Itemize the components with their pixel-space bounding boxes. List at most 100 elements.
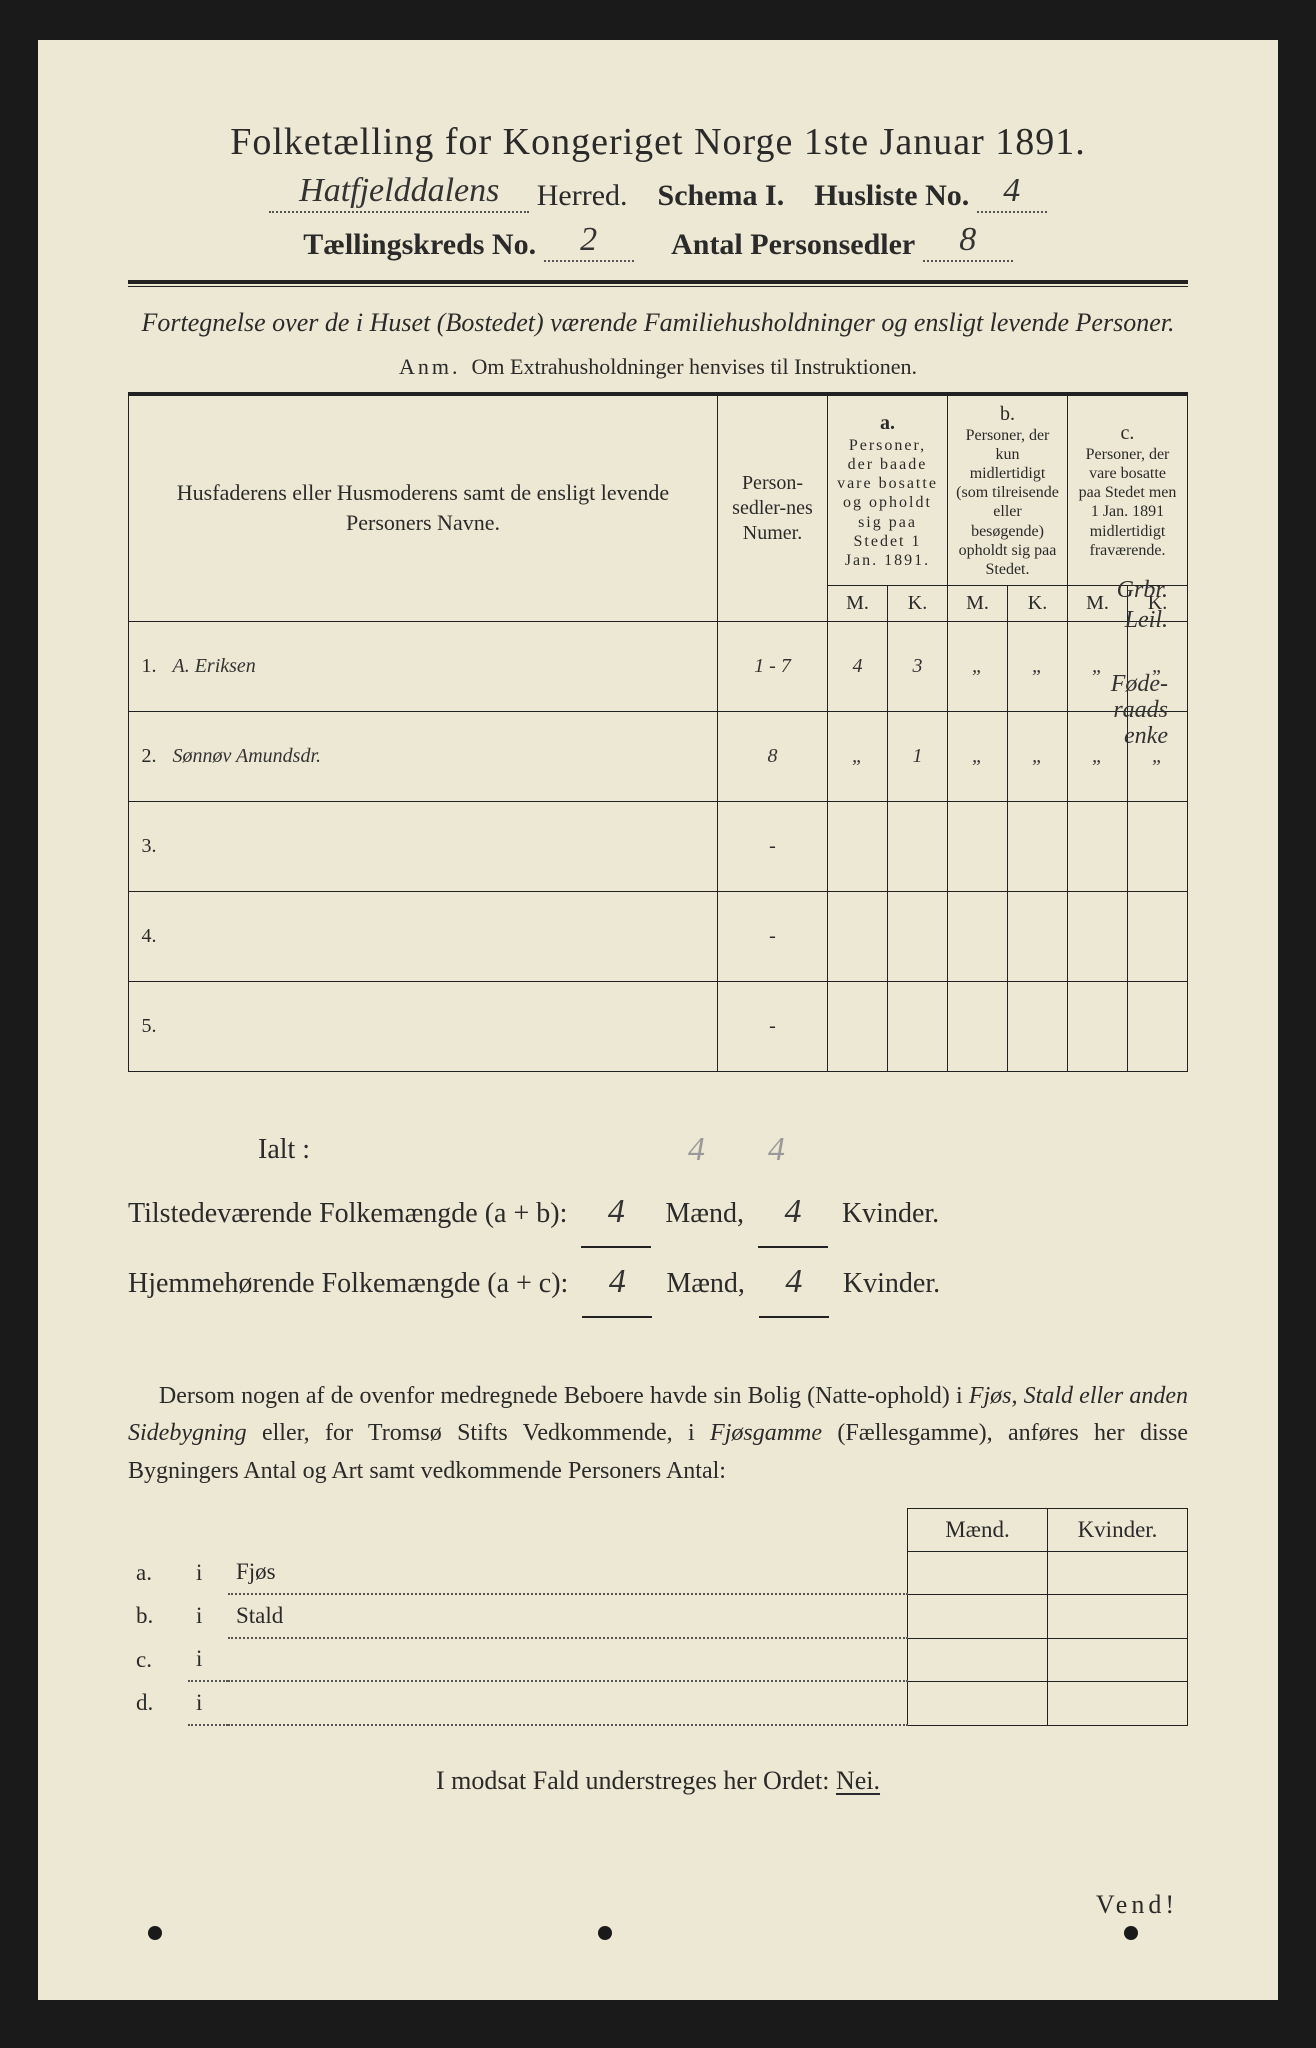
dwelling-row-type	[228, 1638, 908, 1681]
col-a-text: Personer, der baade vare bosatte og opho…	[836, 436, 939, 570]
cell-bk: „	[1008, 622, 1068, 712]
dwelling-maend-header: Mænd.	[908, 1508, 1048, 1551]
punch-hole-icon	[598, 1926, 612, 1940]
nei-line: I modsat Fald understreges her Ordet: Ne…	[128, 1766, 1188, 1796]
col-name-text: Husfaderens eller Husmoderens samt de en…	[177, 480, 669, 536]
dwelling-row-i: i	[188, 1551, 228, 1594]
col-c-label: c.	[1121, 422, 1135, 444]
col-b-m: M.	[948, 586, 1008, 622]
totals-block: Ialt : 4 4 Tilstedeværende Folkemængde (…	[128, 1122, 1188, 1318]
dwelling-row: c. i	[128, 1638, 1188, 1681]
husliste-no-field: 4	[977, 172, 1047, 213]
punch-hole-icon	[1124, 1926, 1138, 1940]
table-row: 3. -	[129, 802, 1188, 892]
row-name	[165, 802, 718, 892]
row-sedler: 1 - 7	[718, 622, 828, 712]
margin-note: Leil.	[1125, 608, 1168, 632]
margin-note: Føde-	[1111, 672, 1168, 696]
header-line-2: Hatfjelddalens Herred. Schema I. Huslist…	[128, 172, 1188, 213]
dwelling-row-letter: c.	[128, 1638, 188, 1681]
dwelling-row-type: Fjøs	[236, 1559, 276, 1584]
dwelling-row-i: i	[188, 1681, 228, 1725]
hjemme-m: 4	[582, 1248, 652, 1318]
subtitle: Fortegnelse over de i Huset (Bostedet) v…	[128, 305, 1188, 340]
kreds-label: Tællingskreds No.	[303, 228, 536, 261]
table-row: 5. -	[129, 982, 1188, 1072]
row-sedler: -	[718, 802, 828, 892]
dwelling-row-i: i	[188, 1638, 228, 1681]
margin-note: Grbr.	[1117, 578, 1168, 602]
row-name: A. Eriksen	[165, 622, 718, 712]
hjemme-label: Hjemmehørende Folkemængde (a + c):	[128, 1268, 568, 1299]
table-row: 2. Sønnøv Amundsdr. 8 „ 1 „ „ „ „	[129, 712, 1188, 802]
col-b-label: b.	[1000, 403, 1015, 425]
margin-note: raads	[1113, 698, 1168, 722]
header-line-3: Tællingskreds No. 2 Antal Personsedler 8	[128, 221, 1188, 262]
row-name	[165, 892, 718, 982]
dwelling-row-i: i	[188, 1594, 228, 1638]
herred-name-field: Hatfjelddalens	[269, 172, 529, 213]
row-num: 1.	[129, 622, 165, 712]
col-name: Husfaderens eller Husmoderens samt de en…	[129, 394, 718, 622]
tilstede-label: Tilstedeværende Folkemængde (a + b):	[128, 1198, 567, 1229]
kvinder-label: Kvinder.	[843, 1268, 940, 1299]
row-num: 3.	[129, 802, 165, 892]
husliste-label: Husliste No.	[814, 179, 969, 212]
dwelling-paragraph: Dersom nogen af de ovenfor medregnede Be…	[128, 1378, 1188, 1490]
dwelling-row-type	[228, 1681, 908, 1725]
col-a-label: a.	[880, 412, 895, 434]
cell-cm: „	[1068, 712, 1128, 802]
schema-label: Schema I.	[658, 179, 785, 212]
dwelling-kvinder-header: Kvinder.	[1048, 1508, 1188, 1551]
cell-bm: „	[948, 622, 1008, 712]
dwelling-row-letter: a.	[128, 1551, 188, 1594]
dwelling-row: b. i Stald	[128, 1594, 1188, 1638]
herred-label: Herred.	[537, 179, 628, 212]
row-sedler: 8	[718, 712, 828, 802]
dwelling-row-letter: b.	[128, 1594, 188, 1638]
anm-label: Anm.	[399, 354, 461, 379]
cell-am: 4	[828, 622, 888, 712]
table-row: 4. -	[129, 892, 1188, 982]
maend-label: Mænd,	[665, 1198, 744, 1229]
ialt-label: Ialt :	[258, 1134, 310, 1165]
pencil-total-b: 4	[768, 1116, 785, 1184]
kvinder-label: Kvinder.	[842, 1198, 939, 1229]
household-table: Husfaderens eller Husmoderens samt de en…	[128, 392, 1188, 1073]
cell-ak: 1	[888, 712, 948, 802]
col-num: Person-sedler-nes Numer.	[718, 394, 828, 622]
tilstede-k: 4	[758, 1178, 828, 1248]
tilstede-m: 4	[581, 1178, 651, 1248]
table-wrapper: Husfaderens eller Husmoderens samt de en…	[128, 392, 1188, 1073]
cell-bk: „	[1008, 712, 1068, 802]
row-name: Sønnøv Amundsdr.	[165, 712, 718, 802]
nei-word: Nei.	[836, 1766, 880, 1795]
maend-label: Mænd,	[666, 1268, 745, 1299]
hjemme-k: 4	[759, 1248, 829, 1318]
dwelling-row: a. i Fjøs	[128, 1551, 1188, 1594]
table-row: 1. A. Eriksen 1 - 7 4 3 „ „ „ „	[129, 622, 1188, 712]
row-sedler: -	[718, 892, 828, 982]
row-name	[165, 982, 718, 1072]
col-a-k: K.	[888, 586, 948, 622]
col-b-text: Personer, der kun midlertidigt (som tilr…	[956, 426, 1059, 580]
cell-bm: „	[948, 712, 1008, 802]
dwelling-row-type: Stald	[236, 1603, 283, 1628]
anm-text: Om Extrahusholdninger henvises til Instr…	[472, 354, 917, 379]
cell-ak: 3	[888, 622, 948, 712]
antal-no-field: 8	[923, 221, 1013, 262]
divider-top	[128, 280, 1188, 287]
row-num: 2.	[129, 712, 165, 802]
col-a-m: M.	[828, 586, 888, 622]
col-b-k: K.	[1008, 586, 1068, 622]
dwelling-row-letter: d.	[128, 1681, 188, 1725]
punch-hole-icon	[148, 1926, 162, 1940]
cell-am: „	[828, 712, 888, 802]
nei-text: I modsat Fald understreges her Ordet:	[436, 1766, 836, 1795]
col-c: c. Personer, der vare bosatte paa Stedet…	[1068, 394, 1188, 586]
census-form-page: Folketælling for Kongeriget Norge 1ste J…	[38, 40, 1278, 2000]
vend-label: Vend!	[1096, 1890, 1178, 1920]
row-num: 4.	[129, 892, 165, 982]
row-sedler: -	[718, 982, 828, 1072]
annotation-line: Anm. Om Extrahusholdninger henvises til …	[128, 354, 1188, 380]
